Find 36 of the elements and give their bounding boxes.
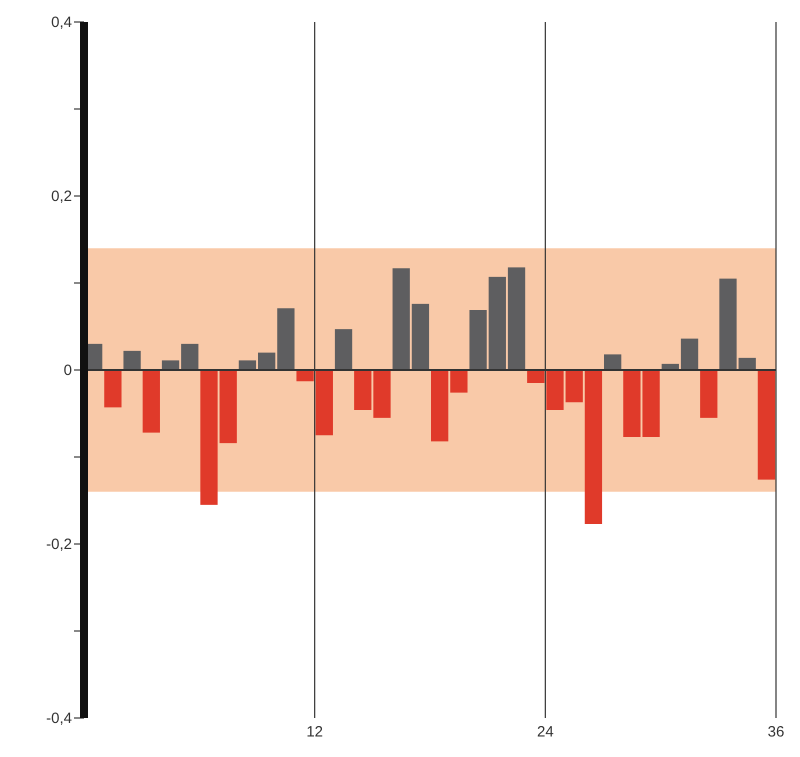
bar	[719, 278, 737, 370]
bar	[181, 344, 198, 370]
y-tick-label: -0,4	[46, 710, 72, 727]
bar	[758, 370, 776, 480]
bar	[220, 370, 237, 444]
bar	[508, 267, 526, 370]
bar	[584, 370, 602, 524]
bar	[354, 370, 372, 410]
bar	[700, 370, 718, 418]
bar	[373, 370, 391, 418]
bar	[296, 370, 314, 382]
bar	[200, 370, 218, 505]
bar	[623, 370, 641, 437]
x-tick-label: 36	[768, 724, 784, 741]
bar	[488, 276, 506, 370]
y-tick-label: 0	[64, 362, 72, 379]
bar	[738, 358, 756, 370]
bar	[316, 370, 333, 436]
x-tick-label: 12	[306, 724, 324, 741]
bar	[334, 329, 352, 370]
bar	[123, 350, 141, 370]
bar	[642, 370, 660, 437]
bar	[142, 370, 160, 433]
bar	[527, 370, 544, 384]
x-tick-label: 24	[536, 724, 554, 741]
bar	[469, 310, 487, 370]
bar	[546, 370, 564, 410]
y-tick-label: 0,2	[51, 188, 72, 205]
bar	[604, 354, 622, 370]
bar	[104, 370, 122, 408]
bar	[566, 370, 583, 402]
y-tick-label: 0,4	[51, 14, 72, 31]
y-tick-label: -0,2	[46, 536, 72, 553]
bar	[680, 338, 698, 370]
bar	[412, 304, 430, 370]
bar	[392, 268, 410, 370]
